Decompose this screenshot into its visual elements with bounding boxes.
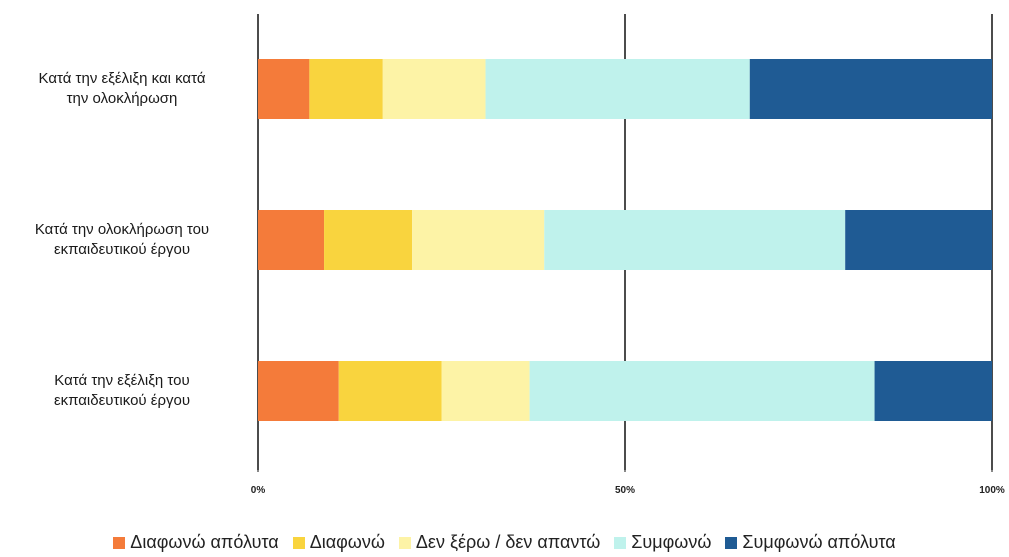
bar-segment-1-1	[324, 210, 413, 270]
category-label-line: εκπαιδευτικού έργου	[54, 241, 190, 258]
bar-segment-2-0	[258, 361, 339, 421]
legend-item: Διαφωνώ	[292, 532, 385, 553]
x-tick-labels: 0% 50% 100%	[251, 485, 1005, 496]
category-label-line: εκπαιδευτικού έργου	[54, 392, 190, 409]
category-label-line: την ολοκλήρωση	[67, 90, 178, 107]
bar-segment-2-2	[441, 361, 530, 421]
legend-label: Διαφωνώ απόλυτα	[130, 532, 279, 552]
legend-swatch	[113, 536, 126, 549]
legend-swatch	[725, 536, 738, 549]
bar-segment-2-3	[529, 361, 875, 421]
legend-item: Δεν ξέρω / δεν απαντώ	[398, 532, 601, 553]
legend-swatch	[292, 536, 305, 549]
legend-label: Διαφωνώ	[309, 532, 385, 552]
x-tick-label: 0%	[251, 485, 266, 496]
bar-segment-1-4	[845, 210, 992, 270]
legend-label: Συμφωνώ απόλυτα	[742, 532, 896, 552]
legend-item: Συμφωνώ απόλυτα	[725, 532, 896, 553]
bar-segment-2-1	[338, 361, 442, 421]
legend-label: Συμφωνώ	[631, 532, 712, 552]
category-labels: Κατά την εξέλιξη και κατά την ολοκλήρωσηΚ…	[35, 70, 209, 409]
bar-segment-1-0	[258, 210, 325, 270]
category-label-line: Κατά την εξέλιξη και κατά	[39, 70, 206, 87]
legend-swatch	[398, 536, 411, 549]
legend-label: Δεν ξέρω / δεν απαντώ	[415, 532, 601, 552]
category-label: Κατά την ολοκλήρωση του εκπαιδευτικού έργ…	[35, 221, 209, 258]
bar-segment-0-4	[749, 59, 992, 119]
legend-item: Συμφωνώ	[614, 532, 711, 553]
category-label: Κατά την εξέλιξη του εκπαιδευτικού έργου	[54, 372, 190, 409]
x-tick-label: 100%	[979, 485, 1005, 496]
x-tick-label: 50%	[615, 485, 635, 496]
stacked-bar-chart: Κατά την εξέλιξη και κατά την ολοκλήρωσηΚ…	[35, 14, 1005, 496]
bars	[258, 59, 992, 421]
category-label: Κατά την εξέλιξη και κατά την ολοκλήρωση	[39, 70, 206, 107]
category-label-line: Κατά την ολοκλήρωση του	[35, 221, 209, 238]
bar-segment-0-3	[485, 59, 750, 119]
legend: Διαφωνώ απόλυτα Διαφωνώ Δεν ξέρω / δεν απα…	[0, 532, 1009, 553]
bar-segment-1-2	[412, 210, 545, 270]
legend-item: Διαφωνώ απόλυτα	[113, 532, 279, 553]
bar-segment-1-3	[544, 210, 846, 270]
bar-segment-0-1	[309, 59, 383, 119]
legend-swatch	[614, 536, 627, 549]
category-label-line: Κατά την εξέλιξη του	[54, 372, 189, 389]
bar-segment-0-0	[258, 59, 310, 119]
bar-segment-2-4	[874, 361, 992, 421]
bar-segment-0-2	[382, 59, 486, 119]
